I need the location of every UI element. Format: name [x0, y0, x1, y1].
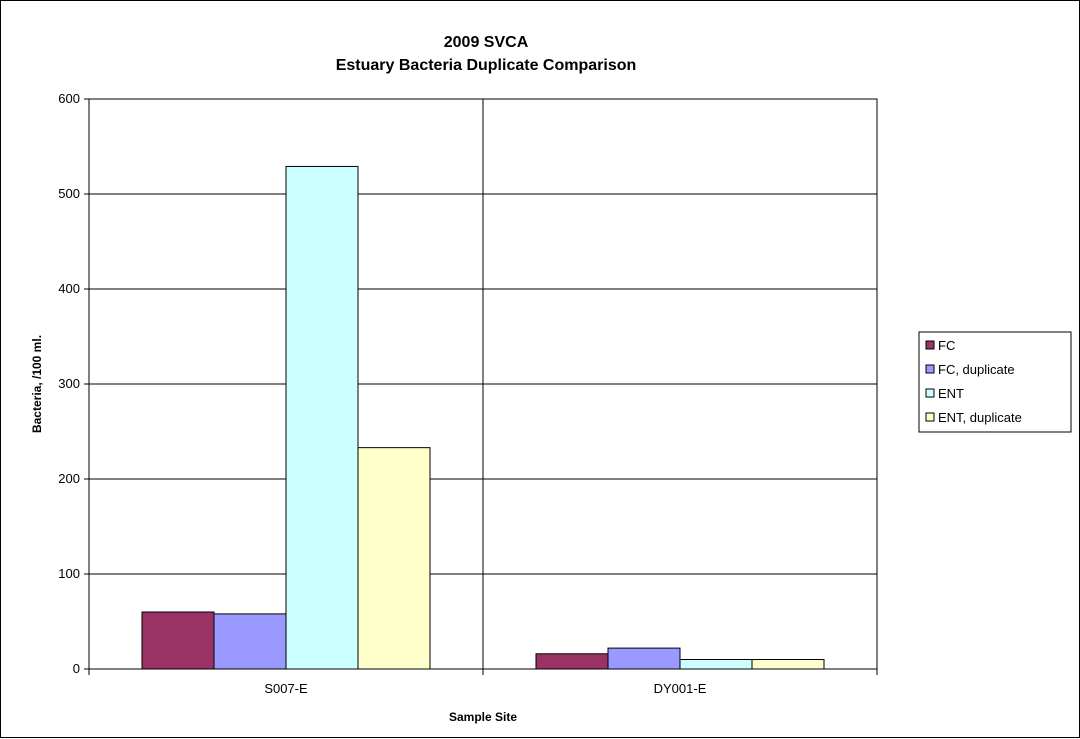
- chart-title-line-2: Estuary Bacteria Duplicate Comparison: [336, 57, 637, 74]
- x-axis-label: Sample Site: [449, 710, 517, 724]
- y-tick-label: 200: [58, 471, 80, 486]
- bars: [141, 165, 825, 670]
- bar-S007-E-ENT: [285, 165, 359, 670]
- legend-label: ENT: [938, 386, 964, 401]
- legend-swatch: [925, 364, 935, 374]
- chart-title: 2009 SVCA Estuary Bacteria Duplicate Com…: [336, 34, 637, 74]
- y-axis-ticks: 0 100 200 300 400 500 600: [58, 91, 89, 676]
- bar-S007-E-ENT-duplicate: [357, 447, 431, 670]
- legend: FC FC, duplicate ENT ENT, duplicate: [918, 331, 1072, 433]
- y-tick-label: 400: [58, 281, 80, 296]
- bar-DY001-E-ENT-duplicate: [751, 659, 825, 670]
- y-tick-label: 0: [73, 661, 80, 676]
- bar-DY001-E-FC-duplicate: [607, 647, 681, 670]
- x-axis-ticks: S007-E DY001-E: [88, 669, 878, 696]
- chart-title-line-1: 2009 SVCA: [444, 34, 529, 51]
- legend-label: ENT, duplicate: [938, 410, 1022, 425]
- bar-DY001-E-ENT: [679, 659, 753, 670]
- legend-label: FC, duplicate: [938, 362, 1015, 377]
- legend-box: [918, 331, 1072, 433]
- y-tick-label: 300: [58, 376, 80, 391]
- bar-S007-E-FC-duplicate: [213, 613, 287, 670]
- legend-swatch: [925, 412, 935, 422]
- y-tick-label: 500: [58, 186, 80, 201]
- y-tick-label: 100: [58, 566, 80, 581]
- x-tick-label: S007-E: [264, 681, 308, 696]
- gridlines: [89, 98, 877, 669]
- legend-swatch: [925, 388, 935, 398]
- x-tick-label: DY001-E: [654, 681, 707, 696]
- legend-swatch: [925, 340, 935, 350]
- y-axis-label: Bacteria, /100 ml.: [30, 335, 44, 433]
- bar-S007-E-FC: [141, 611, 215, 670]
- legend-label: FC: [938, 338, 955, 353]
- bar-DY001-E-FC: [535, 653, 609, 670]
- y-tick-label: 600: [58, 91, 80, 106]
